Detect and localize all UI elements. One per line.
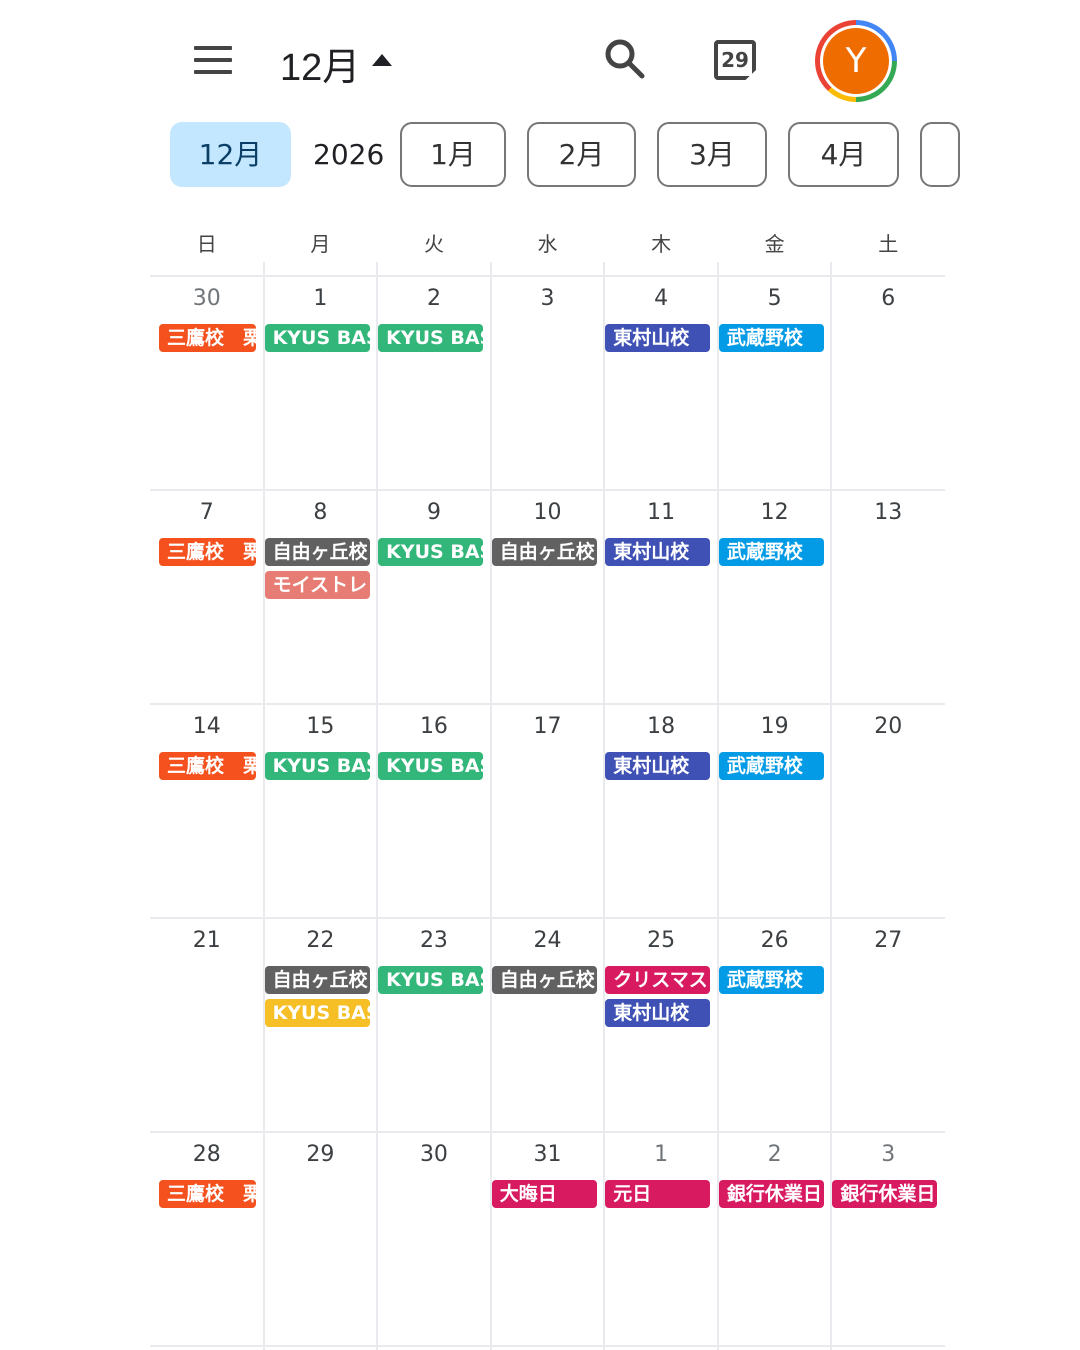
day-number[interactable]: 19: [760, 714, 789, 739]
month-chip[interactable]: [920, 122, 960, 187]
day-number[interactable]: 11: [647, 500, 676, 525]
grid-divider: [489, 262, 492, 1350]
grid-divider: [150, 1345, 945, 1347]
day-number[interactable]: 17: [533, 714, 562, 739]
grid-divider: [150, 489, 945, 491]
event-chip[interactable]: KYUS BASE: [378, 324, 484, 352]
month-chip[interactable]: 1月: [400, 122, 506, 187]
event-chip[interactable]: 三鷹校 栗: [159, 752, 256, 780]
day-number[interactable]: 13: [874, 500, 903, 525]
weekday-header: 金: [764, 232, 785, 256]
grid-divider: [603, 262, 606, 1350]
grid-divider: [150, 917, 945, 919]
event-chip[interactable]: KYUS BASE: [264, 752, 370, 780]
event-chip[interactable]: 三鷹校 栗: [159, 324, 256, 352]
event-chip[interactable]: KYUS BASE: [378, 538, 484, 566]
event-chip[interactable]: 三鷹校 栗: [159, 538, 256, 566]
day-number[interactable]: 25: [647, 928, 676, 953]
event-chip[interactable]: 武蔵野校: [718, 966, 824, 994]
year-label: 2026: [313, 138, 385, 171]
day-number[interactable]: 27: [874, 928, 903, 953]
weekday-header: 土: [878, 232, 899, 256]
day-number[interactable]: 31: [533, 1142, 562, 1167]
day-number[interactable]: 30: [192, 286, 221, 311]
search-icon[interactable]: [604, 38, 646, 80]
grid-divider: [262, 262, 265, 1350]
event-chip[interactable]: 大晦日: [491, 1180, 597, 1208]
day-number[interactable]: 29: [306, 1142, 335, 1167]
day-number[interactable]: 24: [533, 928, 562, 953]
event-chip[interactable]: 武蔵野校: [718, 752, 824, 780]
month-chip[interactable]: 3月: [657, 122, 767, 187]
day-number[interactable]: 2: [426, 286, 441, 311]
day-number[interactable]: 3: [881, 1142, 896, 1167]
day-number[interactable]: 15: [306, 714, 335, 739]
day-number[interactable]: 28: [192, 1142, 221, 1167]
grid-divider: [150, 275, 945, 277]
day-number[interactable]: 18: [647, 714, 676, 739]
month-chip[interactable]: 4月: [788, 122, 899, 187]
day-number[interactable]: 12: [760, 500, 789, 525]
event-chip[interactable]: 東村山校: [605, 752, 711, 780]
weekday-header: 月: [310, 232, 331, 256]
day-number[interactable]: 5: [767, 286, 782, 311]
month-chip-selected[interactable]: 12月: [170, 122, 291, 187]
day-number[interactable]: 22: [306, 928, 335, 953]
event-chip[interactable]: 自由ヶ丘校: [264, 966, 370, 994]
grid-divider: [716, 262, 719, 1350]
day-number[interactable]: 2: [767, 1142, 782, 1167]
day-number[interactable]: 6: [881, 286, 896, 311]
event-chip[interactable]: 武蔵野校: [718, 538, 824, 566]
day-number[interactable]: 3: [540, 286, 555, 311]
day-number[interactable]: 23: [419, 928, 448, 953]
event-chip[interactable]: 東村山校: [605, 324, 711, 352]
event-chip[interactable]: KYUS BASE: [378, 752, 484, 780]
event-chip[interactable]: 自由ヶ丘校: [264, 538, 370, 566]
month-chip[interactable]: 2月: [527, 122, 636, 187]
day-number[interactable]: 16: [419, 714, 448, 739]
event-chip[interactable]: 東村山校: [605, 538, 711, 566]
event-chip[interactable]: 銀行休業日: [718, 1180, 824, 1208]
event-chip[interactable]: 東村山校: [605, 999, 711, 1027]
event-chip[interactable]: クリスマス: [605, 966, 711, 994]
day-number[interactable]: 26: [760, 928, 789, 953]
day-number[interactable]: 4: [654, 286, 669, 311]
event-chip[interactable]: 銀行休業日: [832, 1180, 938, 1208]
weekday-header: 木: [651, 232, 672, 256]
event-chip[interactable]: 元日: [605, 1180, 711, 1208]
menu-button[interactable]: [194, 46, 232, 74]
weekday-header: 日: [196, 232, 217, 256]
event-chip[interactable]: KYUS BASE: [264, 324, 370, 352]
event-chip[interactable]: 自由ヶ丘校: [491, 966, 597, 994]
day-number[interactable]: 21: [192, 928, 221, 953]
event-chip[interactable]: モイストレ: [264, 571, 370, 599]
weekday-header: 火: [423, 232, 444, 256]
day-number[interactable]: 30: [419, 1142, 448, 1167]
day-number[interactable]: 10: [533, 500, 562, 525]
weekday-header: 水: [537, 232, 558, 256]
event-chip[interactable]: 三鷹校 栗: [159, 1180, 256, 1208]
day-number[interactable]: 1: [313, 286, 328, 311]
day-number[interactable]: 8: [313, 500, 328, 525]
event-chip[interactable]: 武蔵野校: [718, 324, 824, 352]
day-number[interactable]: 1: [654, 1142, 669, 1167]
day-number[interactable]: 20: [874, 714, 903, 739]
event-chip[interactable]: KYUS BASE: [264, 999, 370, 1027]
grid-divider: [150, 703, 945, 705]
day-number[interactable]: 9: [426, 500, 441, 525]
grid-divider: [150, 1131, 945, 1133]
grid-divider: [830, 262, 833, 1350]
event-chip[interactable]: 自由ヶ丘校: [491, 538, 597, 566]
caret-up-icon[interactable]: [372, 54, 392, 66]
avatar[interactable]: Y: [815, 20, 897, 102]
day-number[interactable]: 7: [199, 500, 214, 525]
day-number[interactable]: 14: [192, 714, 221, 739]
event-chip[interactable]: KYUS BASE: [378, 966, 484, 994]
grid-divider: [376, 262, 379, 1350]
today-button[interactable]: 29: [714, 40, 756, 80]
month-title[interactable]: 12月: [280, 47, 361, 89]
